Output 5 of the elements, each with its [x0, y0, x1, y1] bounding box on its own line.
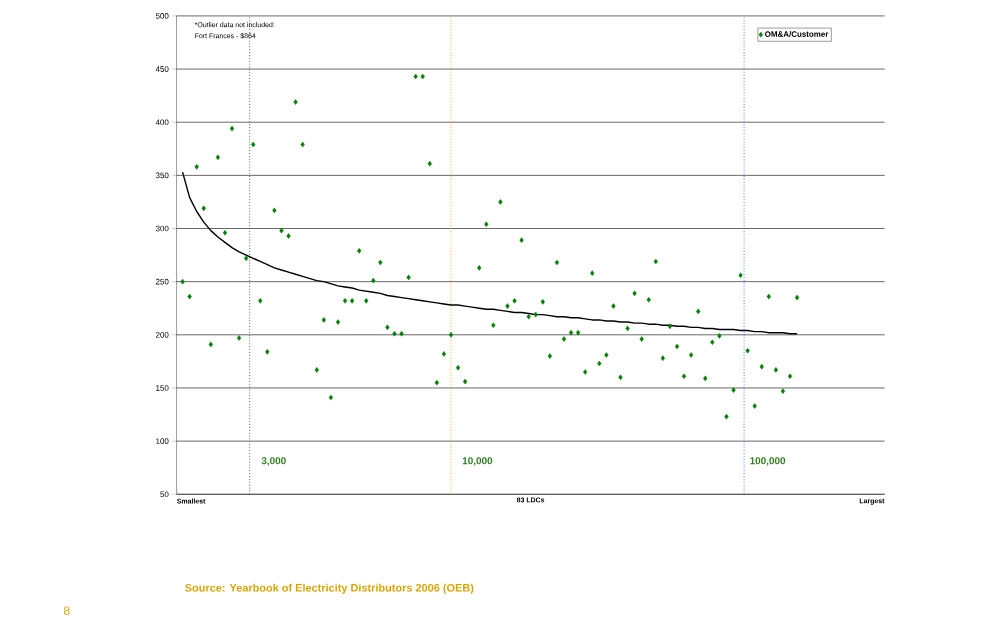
annotation: 100,000 — [750, 457, 786, 466]
source-note: Source: Yearbook of Electricity Distributors 2006 (OEB) — [185, 583, 474, 595]
annotation: 3,000 — [261, 457, 286, 466]
text: 8 — [63, 606, 70, 616]
annotation: 10,000 — [462, 457, 493, 466]
